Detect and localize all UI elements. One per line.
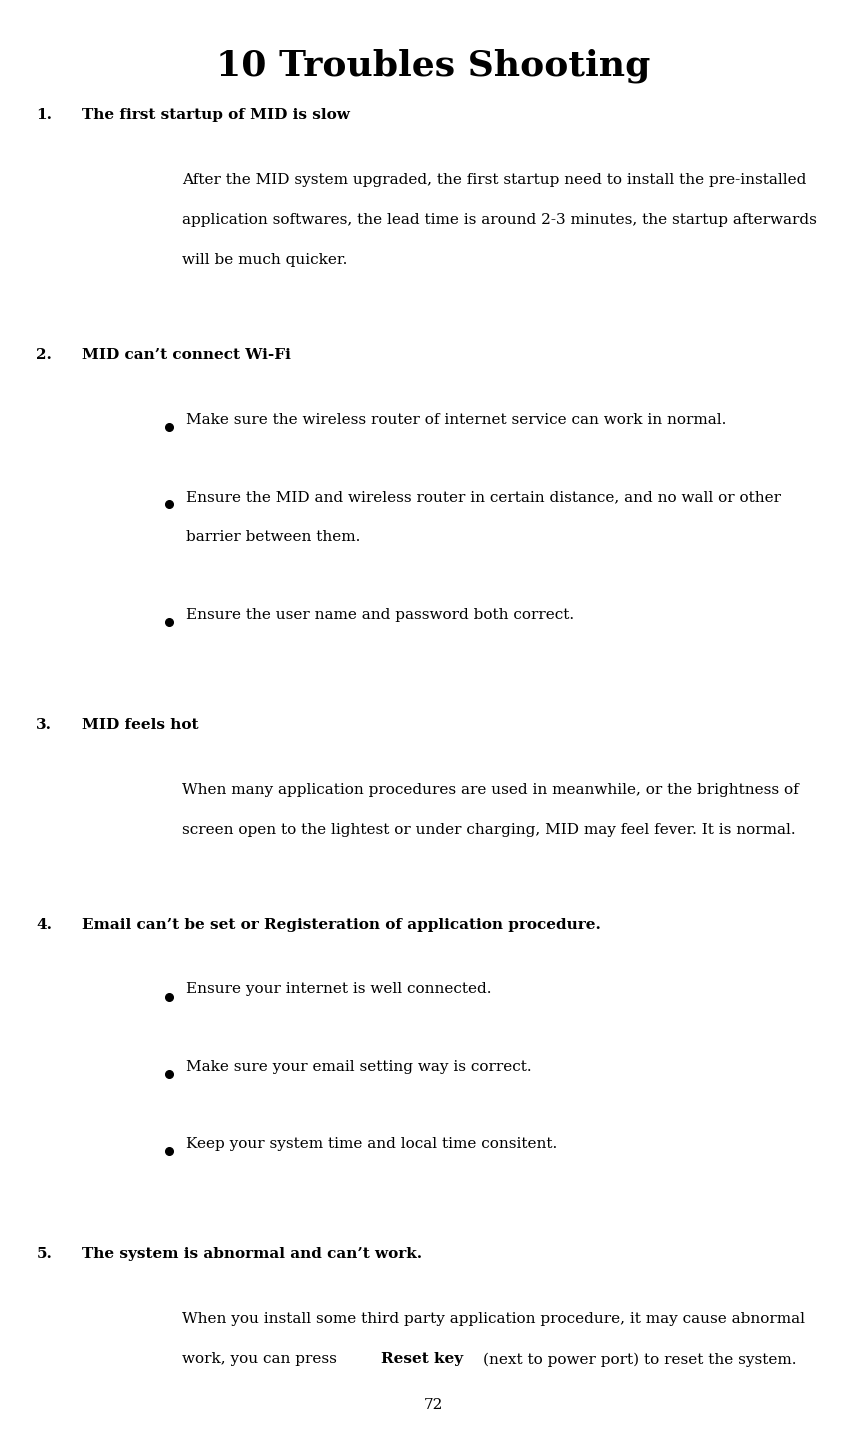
Text: Make sure your email setting way is correct.: Make sure your email setting way is corr…: [186, 1060, 532, 1074]
Text: Keep your system time and local time consitent.: Keep your system time and local time con…: [186, 1137, 557, 1152]
Text: 4.: 4.: [36, 917, 52, 932]
Text: The first startup of MID is slow: The first startup of MID is slow: [82, 108, 350, 122]
Text: screen open to the lightest or under charging, MID may feel fever. It is normal.: screen open to the lightest or under cha…: [182, 823, 796, 837]
Text: 10 Troubles Shooting: 10 Troubles Shooting: [216, 49, 651, 83]
Text: When many application procedures are used in meanwhile, or the brightness of: When many application procedures are use…: [182, 782, 799, 797]
Text: When you install some third party application procedure, it may cause abnormal: When you install some third party applic…: [182, 1311, 805, 1326]
Text: 1.: 1.: [36, 108, 52, 122]
Text: The system is abnormal and can’t work.: The system is abnormal and can’t work.: [82, 1247, 422, 1261]
Text: 5.: 5.: [36, 1247, 52, 1261]
Text: will be much quicker.: will be much quicker.: [182, 253, 348, 267]
Text: MID feels hot: MID feels hot: [82, 718, 199, 732]
Text: 72: 72: [424, 1398, 443, 1412]
Text: 3.: 3.: [36, 718, 52, 732]
Text: 2.: 2.: [36, 348, 52, 362]
Text: barrier between them.: barrier between them.: [186, 531, 361, 545]
Text: Make sure the wireless router of internet service can work in normal.: Make sure the wireless router of interne…: [186, 413, 727, 427]
Text: MID can’t connect Wi-Fi: MID can’t connect Wi-Fi: [82, 348, 291, 362]
Text: Ensure the MID and wireless router in certain distance, and no wall or other: Ensure the MID and wireless router in ce…: [186, 490, 781, 505]
Text: Ensure your internet is well connected.: Ensure your internet is well connected.: [186, 982, 492, 997]
Text: Ensure the user name and password both correct.: Ensure the user name and password both c…: [186, 608, 575, 621]
Text: application softwares, the lead time is around 2-3 minutes, the startup afterwar: application softwares, the lead time is …: [182, 213, 817, 227]
Text: Email can’t be set or Registeration of application procedure.: Email can’t be set or Registeration of a…: [82, 917, 601, 932]
Text: (next to power port) to reset the system.: (next to power port) to reset the system…: [483, 1352, 797, 1366]
Text: work, you can press: work, you can press: [182, 1352, 342, 1366]
Text: Reset key: Reset key: [381, 1352, 464, 1366]
Text: After the MID system upgraded, the first startup need to install the pre-install: After the MID system upgraded, the first…: [182, 173, 806, 187]
